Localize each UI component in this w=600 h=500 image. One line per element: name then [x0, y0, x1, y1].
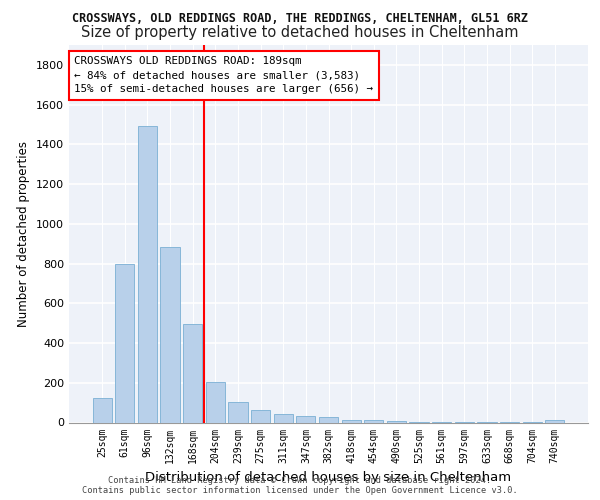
Bar: [296, 416, 316, 422]
Bar: [92, 398, 112, 422]
Bar: [387, 421, 406, 422]
Bar: [206, 382, 225, 422]
Bar: [229, 402, 248, 422]
Bar: [364, 420, 383, 422]
Bar: [341, 420, 361, 422]
Bar: [274, 414, 293, 422]
Bar: [319, 417, 338, 422]
Text: Size of property relative to detached houses in Cheltenham: Size of property relative to detached ho…: [81, 25, 519, 40]
Bar: [251, 410, 270, 422]
Bar: [115, 264, 134, 422]
Bar: [160, 246, 180, 422]
Text: CROSSWAYS, OLD REDDINGS ROAD, THE REDDINGS, CHELTENHAM, GL51 6RZ: CROSSWAYS, OLD REDDINGS ROAD, THE REDDIN…: [72, 12, 528, 26]
Bar: [183, 324, 202, 422]
Text: Contains HM Land Registry data © Crown copyright and database right 2024.
Contai: Contains HM Land Registry data © Crown c…: [82, 476, 518, 495]
X-axis label: Distribution of detached houses by size in Cheltenham: Distribution of detached houses by size …: [145, 471, 512, 484]
Bar: [138, 126, 157, 422]
Y-axis label: Number of detached properties: Number of detached properties: [17, 141, 31, 327]
Text: CROSSWAYS OLD REDDINGS ROAD: 189sqm
← 84% of detached houses are smaller (3,583): CROSSWAYS OLD REDDINGS ROAD: 189sqm ← 84…: [74, 56, 373, 94]
Bar: [545, 420, 565, 422]
